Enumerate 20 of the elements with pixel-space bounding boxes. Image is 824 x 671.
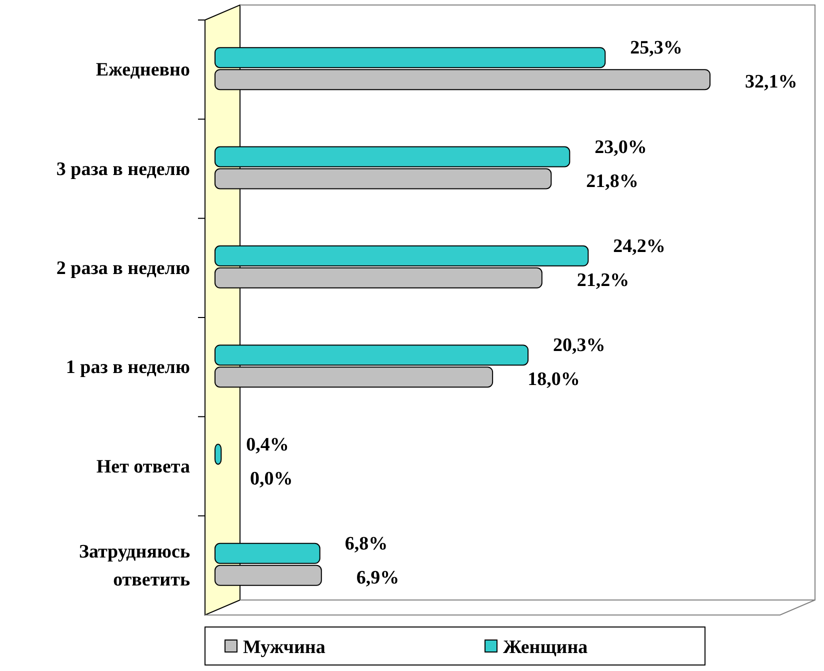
data-label: 32,1%	[745, 72, 798, 93]
y-tick-label: 3 раза в неделю	[56, 158, 190, 180]
data-label: 20,3%	[553, 335, 606, 356]
data-label: 21,2%	[576, 270, 630, 291]
y-tick-label: Затрудняюсь ответить	[78, 541, 190, 590]
data-label: 0,4%	[246, 434, 289, 456]
y-tick-label: Нет ответа	[96, 456, 190, 478]
data-label: 25,3%	[630, 38, 682, 59]
data-label: 6,8%	[344, 533, 388, 554]
data-label: 18,0%	[528, 369, 580, 390]
y-tick-label: 1 раз в неделю	[66, 357, 190, 378]
y-tick-label: 2 раза в неделю	[56, 258, 190, 279]
legend-label: Мужчина	[243, 637, 326, 658]
data-label: 6,9%	[356, 567, 400, 588]
data-label: 0,0%	[250, 468, 293, 490]
data-label: 23,0%	[594, 136, 647, 158]
data-label: 24,2%	[613, 236, 666, 257]
y-tick-label: Ежедневно	[96, 60, 190, 81]
data-label: 21,8%	[586, 170, 638, 192]
legend-label: Женщина	[503, 637, 588, 658]
